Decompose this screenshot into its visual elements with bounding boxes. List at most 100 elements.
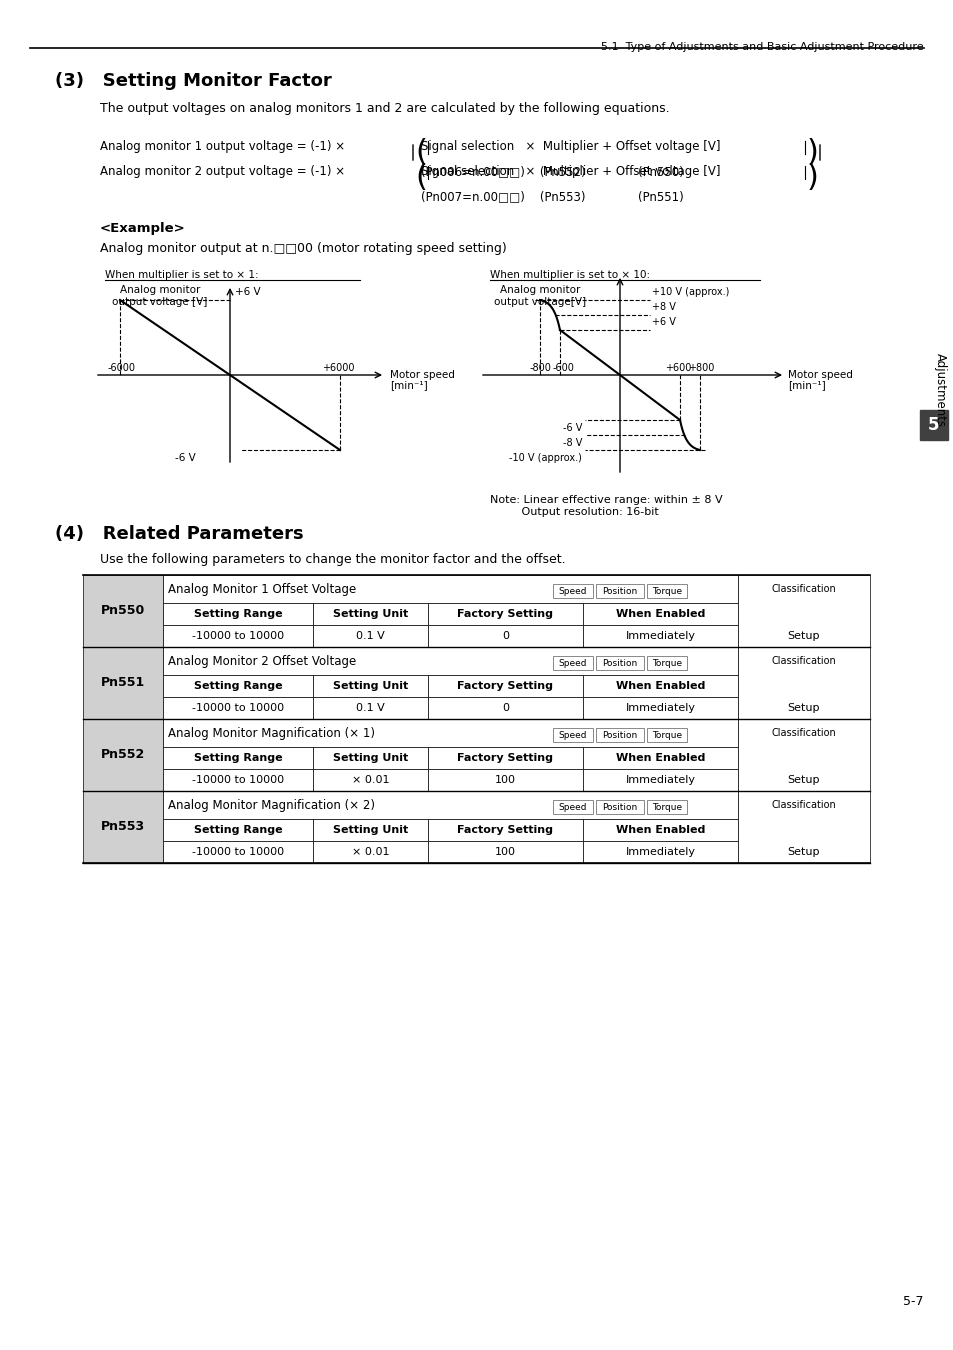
Text: +600: +600 (664, 363, 691, 373)
Text: Speed: Speed (558, 659, 587, 667)
Text: When Enabled: When Enabled (616, 825, 704, 836)
Bar (646, 585, 686, 598)
Bar (163, 747, 313, 769)
Text: Analog Monitor Magnification (× 2): Analog Monitor Magnification (× 2) (168, 798, 375, 811)
Bar (738, 791, 869, 863)
Text: Setting Unit: Setting Unit (333, 609, 408, 620)
Text: (3)   Setting Monitor Factor: (3) Setting Monitor Factor (55, 72, 332, 90)
Bar (428, 675, 582, 697)
Text: Setup: Setup (787, 775, 820, 784)
Text: 5: 5 (927, 416, 939, 433)
Bar (738, 575, 869, 647)
Text: Signal selection   ×  Multiplier + Offset voltage [V]: Signal selection × Multiplier + Offset v… (420, 165, 720, 178)
Text: The output voltages on analog monitors 1 and 2 are calculated by the following e: The output voltages on analog monitors 1… (100, 103, 669, 115)
Text: Pn551: Pn551 (101, 676, 145, 690)
Bar (596, 656, 643, 670)
Bar (582, 747, 738, 769)
Text: Torque: Torque (651, 586, 681, 595)
Text: Pn550: Pn550 (101, 605, 145, 617)
Bar (553, 585, 593, 598)
Text: Setup: Setup (787, 630, 820, 641)
Text: <Example>: <Example> (100, 221, 186, 235)
Bar (553, 656, 593, 670)
Text: -600: -600 (552, 363, 574, 373)
Text: When Enabled: When Enabled (616, 609, 704, 620)
Text: Setting Unit: Setting Unit (333, 825, 408, 836)
Bar (163, 575, 738, 603)
Text: Analog Monitor 1 Offset Voltage: Analog Monitor 1 Offset Voltage (168, 582, 355, 595)
Text: 5.1  Type of Adjustments and Basic Adjustment Procedure: 5.1 Type of Adjustments and Basic Adjust… (600, 42, 923, 53)
Text: [min⁻¹]: [min⁻¹] (787, 379, 825, 390)
Text: Setting Unit: Setting Unit (333, 753, 408, 763)
Text: When Enabled: When Enabled (616, 680, 704, 691)
Text: +10 V (approx.): +10 V (approx.) (651, 288, 729, 297)
Text: Position: Position (601, 730, 637, 740)
Bar (313, 747, 428, 769)
Text: When multiplier is set to × 10:: When multiplier is set to × 10: (490, 270, 649, 279)
Bar (738, 720, 869, 791)
Text: Position: Position (601, 659, 637, 667)
Text: output voltage [V]: output voltage [V] (112, 297, 208, 306)
Bar (163, 675, 313, 697)
Text: Analog Monitor 2 Offset Voltage: Analog Monitor 2 Offset Voltage (168, 655, 355, 667)
Text: 0: 0 (501, 703, 509, 713)
Bar (313, 841, 428, 863)
Text: Immediately: Immediately (625, 703, 695, 713)
Text: Motor speed: Motor speed (787, 370, 852, 379)
Bar (582, 675, 738, 697)
Text: Classification: Classification (771, 801, 836, 810)
Bar (582, 769, 738, 791)
Text: Use the following parameters to change the monitor factor and the offset.: Use the following parameters to change t… (100, 554, 565, 566)
Bar (582, 603, 738, 625)
Bar (582, 697, 738, 720)
Text: Setting Unit: Setting Unit (333, 680, 408, 691)
Text: Torque: Torque (651, 802, 681, 811)
Text: Setting Range: Setting Range (193, 680, 282, 691)
Text: Position: Position (601, 586, 637, 595)
Text: Immediately: Immediately (625, 630, 695, 641)
Bar (313, 625, 428, 647)
Bar (428, 841, 582, 863)
Bar (646, 728, 686, 743)
Text: -800: -800 (529, 363, 551, 373)
Text: Classification: Classification (771, 656, 836, 666)
Text: ): ) (805, 138, 817, 167)
Text: (Pn006=n.00□□)    (Pn552)              (Pn550): (Pn006=n.00□□) (Pn552) (Pn550) (420, 165, 683, 178)
Text: -10 V (approx.): -10 V (approx.) (509, 454, 581, 463)
Text: [min⁻¹]: [min⁻¹] (390, 379, 427, 390)
Text: Analog monitor 1 output voltage = (-1) ×: Analog monitor 1 output voltage = (-1) × (100, 140, 345, 153)
Text: Analog Monitor Magnification (× 1): Analog Monitor Magnification (× 1) (168, 726, 375, 740)
Bar (553, 728, 593, 743)
Text: 0.1 V: 0.1 V (355, 630, 384, 641)
Text: ): ) (805, 163, 817, 192)
Text: Analog monitor output at n.□□00 (motor rotating speed setting): Analog monitor output at n.□□00 (motor r… (100, 242, 506, 255)
Text: Analog monitor: Analog monitor (120, 285, 200, 296)
Text: Immediately: Immediately (625, 846, 695, 857)
Bar (163, 819, 313, 841)
Text: Speed: Speed (558, 586, 587, 595)
Text: (: ( (415, 138, 426, 167)
Text: +6 V: +6 V (651, 317, 675, 327)
Bar (596, 728, 643, 743)
Text: 100: 100 (495, 775, 516, 784)
Text: Factory Setting: Factory Setting (457, 825, 553, 836)
Text: Pn553: Pn553 (101, 821, 145, 833)
Text: Setting Range: Setting Range (193, 825, 282, 836)
Bar (582, 841, 738, 863)
Text: -10000 to 10000: -10000 to 10000 (192, 775, 284, 784)
Bar (596, 585, 643, 598)
Text: Signal selection   ×  Multiplier + Offset voltage [V]: Signal selection × Multiplier + Offset v… (420, 140, 720, 153)
Text: Factory Setting: Factory Setting (457, 680, 553, 691)
Bar (163, 625, 313, 647)
Bar (313, 819, 428, 841)
Text: +800: +800 (687, 363, 714, 373)
Bar (553, 801, 593, 814)
Bar (163, 603, 313, 625)
Text: When Enabled: When Enabled (616, 753, 704, 763)
Text: Setup: Setup (787, 846, 820, 857)
Bar (582, 625, 738, 647)
Text: Note: Linear effective range: within ± 8 V
         Output resolution: 16-bit: Note: Linear effective range: within ± 8… (490, 495, 721, 517)
Text: output voltage[V]: output voltage[V] (494, 297, 585, 306)
Text: +6000: +6000 (321, 363, 354, 373)
Text: × 0.01: × 0.01 (352, 846, 389, 857)
